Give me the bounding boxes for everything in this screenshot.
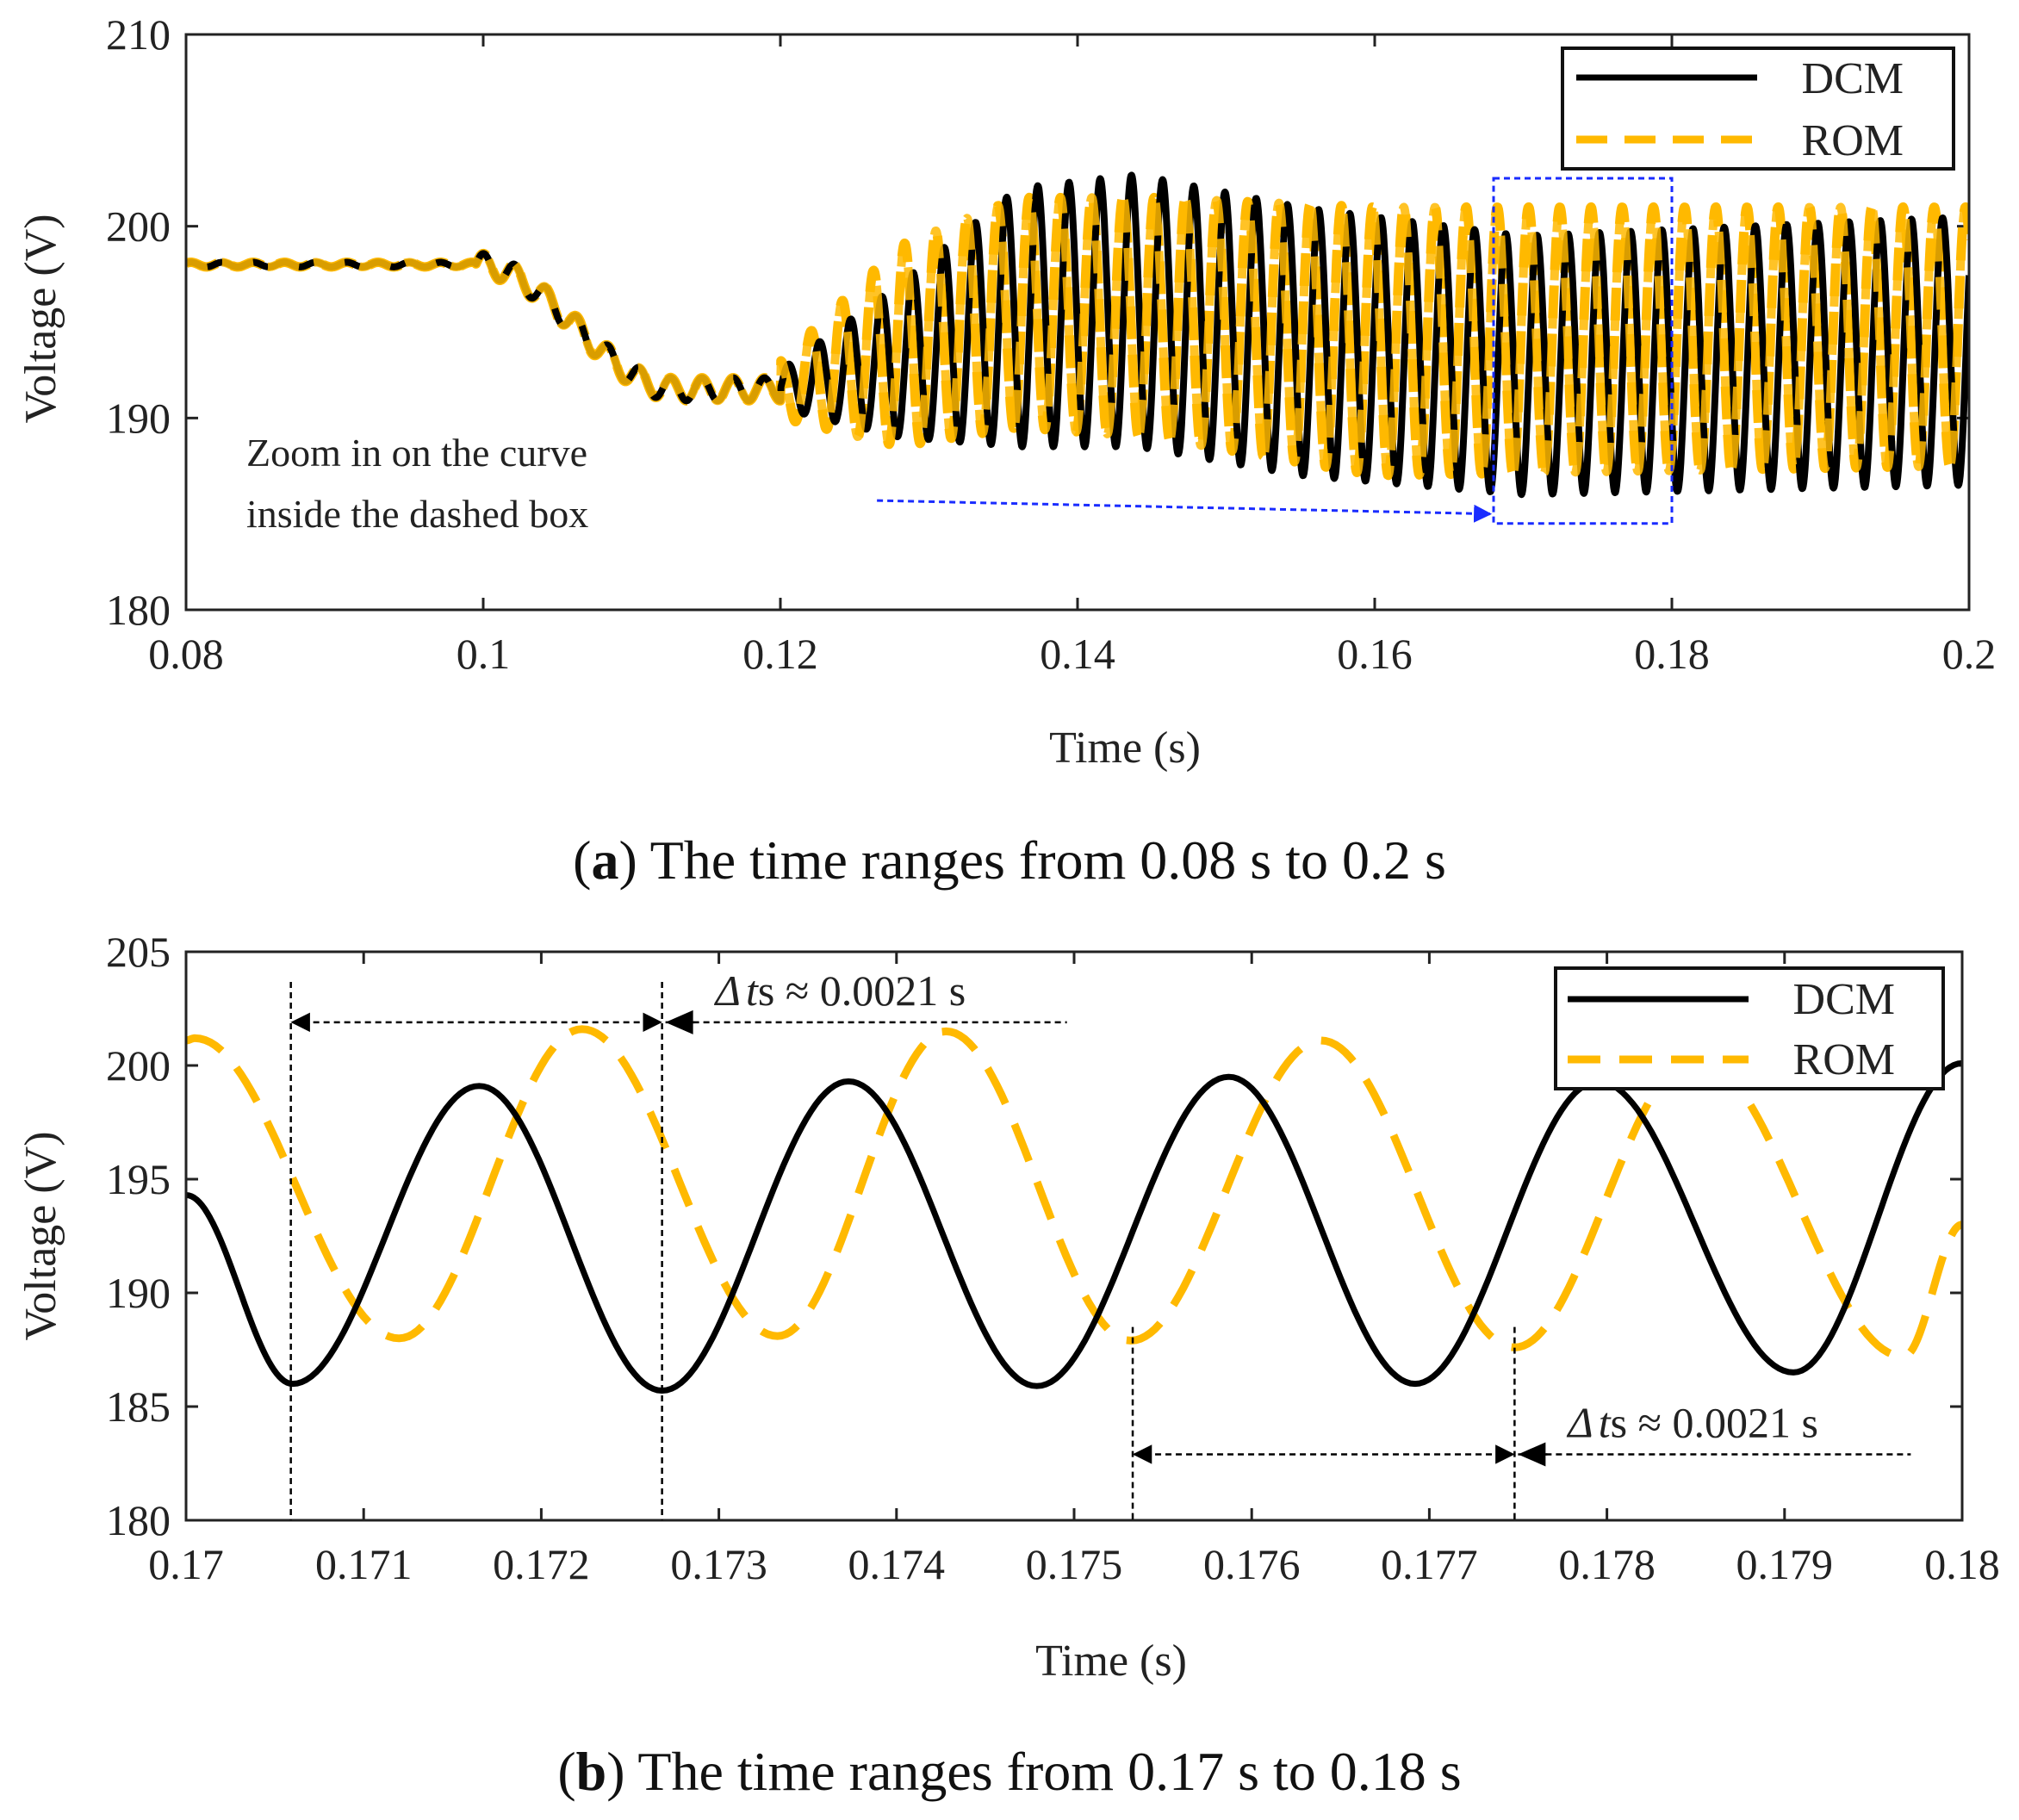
x-tick-label: 0.178: [1558, 1540, 1656, 1588]
x-tick-label: 0.08: [148, 630, 224, 678]
zoom-dashed-box: [1492, 177, 1674, 525]
panel-b-caption: (b) The time ranges from 0.17 s to 0.18 …: [557, 1741, 1461, 1802]
x-tick-label: 0.179: [1736, 1540, 1834, 1588]
y-tick-label: 210: [106, 10, 171, 59]
chart-panel-a: 0.08 0.1 0.12 0.14 0.16 0.18 0.2 180 190 200 210 Z…: [16, 10, 1996, 891]
annotation-line-1: Zoom in on the curve: [246, 431, 587, 475]
legend-a-dcm-label: DCM: [1802, 54, 1904, 103]
y-tick-label: 190: [106, 394, 171, 442]
legend-a: DCM ROM: [1561, 47, 1955, 171]
x-tick-label: 0.1: [457, 630, 511, 678]
panel-b-ticks: 0.17 0.171 0.172 0.173 0.174 0.175 0.176 0.177 0…: [106, 928, 2000, 1588]
x-tick-label: 0.2: [1942, 630, 1997, 678]
y-tick-label: 185: [106, 1382, 171, 1431]
legend-b-rom-label: ROM: [1793, 1035, 1895, 1084]
series-dcm-line: [186, 1059, 1962, 1394]
legend-a-rom-label: ROM: [1802, 116, 1904, 165]
panel-b-axes-frame: [184, 950, 1964, 1522]
x-tick-label: 0.176: [1203, 1540, 1301, 1588]
panel-a-ticks: 0.08 0.1 0.12 0.14 0.16 0.18 0.2 180 190 200 210: [106, 10, 1996, 678]
y-tick-label: 200: [106, 202, 171, 251]
x-tick-label: 0.172: [493, 1540, 590, 1588]
y-tick-label: 180: [106, 586, 171, 634]
panel-a-xlabel: Time (s): [1049, 724, 1201, 773]
panel-b-ylabel: Voltage (V): [16, 1131, 65, 1340]
x-tick-label: 0.174: [848, 1540, 946, 1588]
period-arrowhead-outer: [1518, 1442, 1546, 1467]
x-tick-label: 0.14: [1040, 630, 1115, 678]
legend-b: DCM ROM: [1554, 966, 1945, 1090]
annotation-line-2: inside the dashed box: [246, 492, 588, 536]
x-tick-label: 0.18: [1634, 630, 1710, 678]
x-tick-label: 0.173: [670, 1540, 767, 1588]
x-tick-label: 0.177: [1381, 1540, 1478, 1588]
panel-a-caption: (a) The time ranges from 0.08 s to 0.2 s: [573, 829, 1446, 891]
y-tick-label: 200: [106, 1041, 171, 1090]
x-tick-label: 0.17: [148, 1540, 224, 1588]
y-tick-label: 190: [106, 1269, 171, 1317]
period-arrowhead-outer: [665, 1009, 693, 1034]
y-tick-label: 195: [106, 1155, 171, 1203]
panel-a-axes-frame: [184, 33, 1971, 612]
y-tick-label: 205: [106, 928, 171, 976]
panel-b-xlabel: Time (s): [1035, 1637, 1187, 1686]
chart-panel-b: 0.17 0.171 0.172 0.173 0.174 0.175 0.176 0.177 0…: [16, 928, 2000, 1802]
x-tick-label: 0.175: [1026, 1540, 1123, 1588]
x-tick-label: 0.18: [1924, 1540, 2000, 1588]
y-tick-label: 180: [106, 1496, 171, 1544]
x-tick-label: 0.171: [315, 1540, 413, 1588]
legend-b-dcm-label: DCM: [1793, 975, 1895, 1024]
panel-a-ylabel: Voltage (V): [16, 214, 65, 423]
x-tick-label: 0.12: [742, 630, 818, 678]
zoom-arrow: [877, 499, 1493, 523]
x-tick-label: 0.16: [1337, 630, 1413, 678]
